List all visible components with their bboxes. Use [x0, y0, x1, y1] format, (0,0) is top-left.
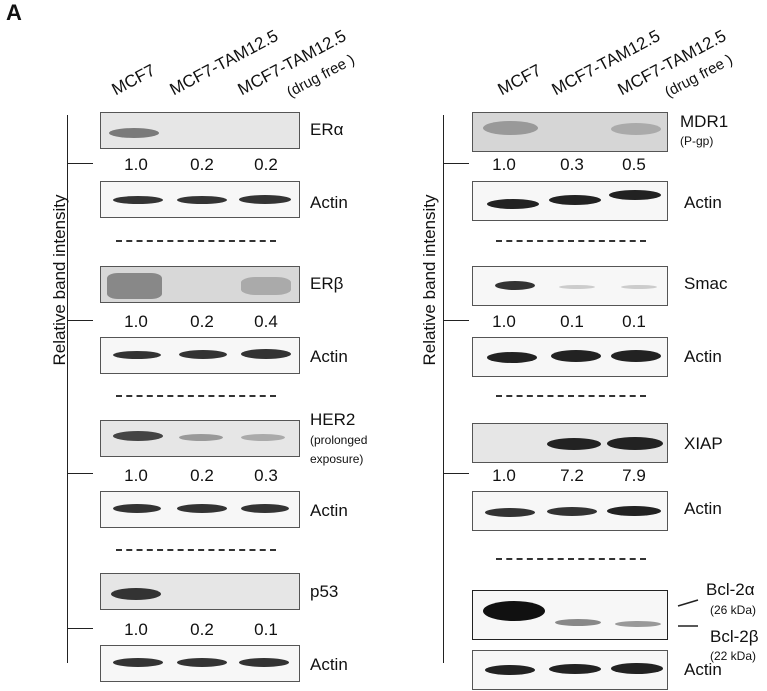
- value: 0.4: [254, 312, 278, 331]
- value: 7.9: [622, 466, 646, 485]
- protein-note: (22 kDa): [710, 649, 757, 663]
- panel-letter: A: [6, 0, 22, 25]
- value: 1.0: [492, 466, 516, 485]
- right-tick: [443, 320, 469, 321]
- lane-label-tam-right: MCF7-TAM12.5: [548, 26, 664, 100]
- separator: [496, 240, 646, 242]
- control-label: Actin: [310, 501, 348, 520]
- separator: [116, 549, 276, 551]
- left-tick: [67, 320, 93, 321]
- control-label: Actin: [684, 660, 722, 679]
- value: 0.5: [622, 155, 646, 174]
- blot-bcl2: [472, 590, 668, 640]
- protein-label: Smac: [684, 274, 728, 293]
- value: 0.2: [190, 312, 214, 331]
- value: 0.2: [254, 155, 278, 174]
- value: 1.0: [124, 620, 148, 639]
- protein-note: (prolonged: [310, 433, 368, 447]
- value: 1.0: [124, 312, 148, 331]
- blot-actin: [100, 181, 300, 218]
- value: 0.1: [254, 620, 278, 639]
- protein-label-bcl2-alpha: Bcl-2α: [706, 580, 755, 599]
- blot-actin: [472, 181, 668, 221]
- lane-label-mcf7-right: MCF7: [494, 60, 545, 100]
- blot-er-alpha: [100, 112, 300, 149]
- value: 1.0: [492, 312, 516, 331]
- blot-actin: [100, 491, 300, 528]
- blot-actin: [100, 645, 300, 682]
- protein-note: exposure): [310, 452, 364, 466]
- value: 0.1: [622, 312, 646, 331]
- value: 0.3: [254, 466, 278, 485]
- control-label: Actin: [310, 655, 348, 674]
- protein-label-bcl2-beta: Bcl-2β: [710, 627, 759, 646]
- protein-label: XIAP: [684, 434, 723, 453]
- value: 0.2: [190, 620, 214, 639]
- right-y-axis-label: Relative band intensity: [420, 194, 439, 366]
- value: 1.0: [124, 155, 148, 174]
- blot-p53: [100, 573, 300, 610]
- bcl2-pointer-lines: [677, 599, 699, 627]
- left-tick: [67, 163, 93, 164]
- value: 1.0: [492, 155, 516, 174]
- blot-xiap: [472, 423, 668, 463]
- protein-note: (26 kDa): [710, 603, 757, 617]
- separator: [496, 395, 646, 397]
- right-tick: [443, 163, 469, 164]
- left-tick: [67, 473, 93, 474]
- value: 0.2: [190, 155, 214, 174]
- right-axis-line: [443, 115, 444, 663]
- blot-her2: [100, 420, 300, 457]
- left-axis-line: [67, 115, 68, 663]
- separator: [496, 558, 646, 560]
- value: 0.1: [560, 312, 584, 331]
- protein-label: MDR1: [680, 112, 729, 131]
- blot-smac: [472, 266, 668, 306]
- protein-label: p53: [310, 582, 339, 601]
- blot-actin: [472, 650, 668, 690]
- blot-mdr1: [472, 112, 668, 152]
- value: 7.2: [560, 466, 584, 485]
- blot-actin: [100, 337, 300, 374]
- separator: [116, 240, 276, 242]
- protein-label: ERβ: [310, 274, 344, 293]
- separator: [116, 395, 276, 397]
- lane-label-mcf7-left: MCF7: [108, 60, 159, 100]
- value: 1.0: [124, 466, 148, 485]
- blot-er-beta: [100, 266, 300, 303]
- control-label: Actin: [310, 347, 348, 366]
- control-label: Actin: [310, 193, 348, 212]
- control-label: Actin: [684, 347, 722, 366]
- protein-label: HER2: [310, 410, 356, 429]
- left-tick: [67, 628, 93, 629]
- right-tick: [443, 473, 469, 474]
- value: 0.3: [560, 155, 584, 174]
- control-label: Actin: [684, 499, 722, 518]
- protein-note: (P-gp): [680, 134, 714, 148]
- control-label: Actin: [684, 193, 722, 212]
- protein-label: ERα: [310, 120, 344, 139]
- blot-actin: [472, 491, 668, 531]
- left-y-axis-label: Relative band intensity: [50, 194, 69, 366]
- value: 0.2: [190, 466, 214, 485]
- blot-actin: [472, 337, 668, 377]
